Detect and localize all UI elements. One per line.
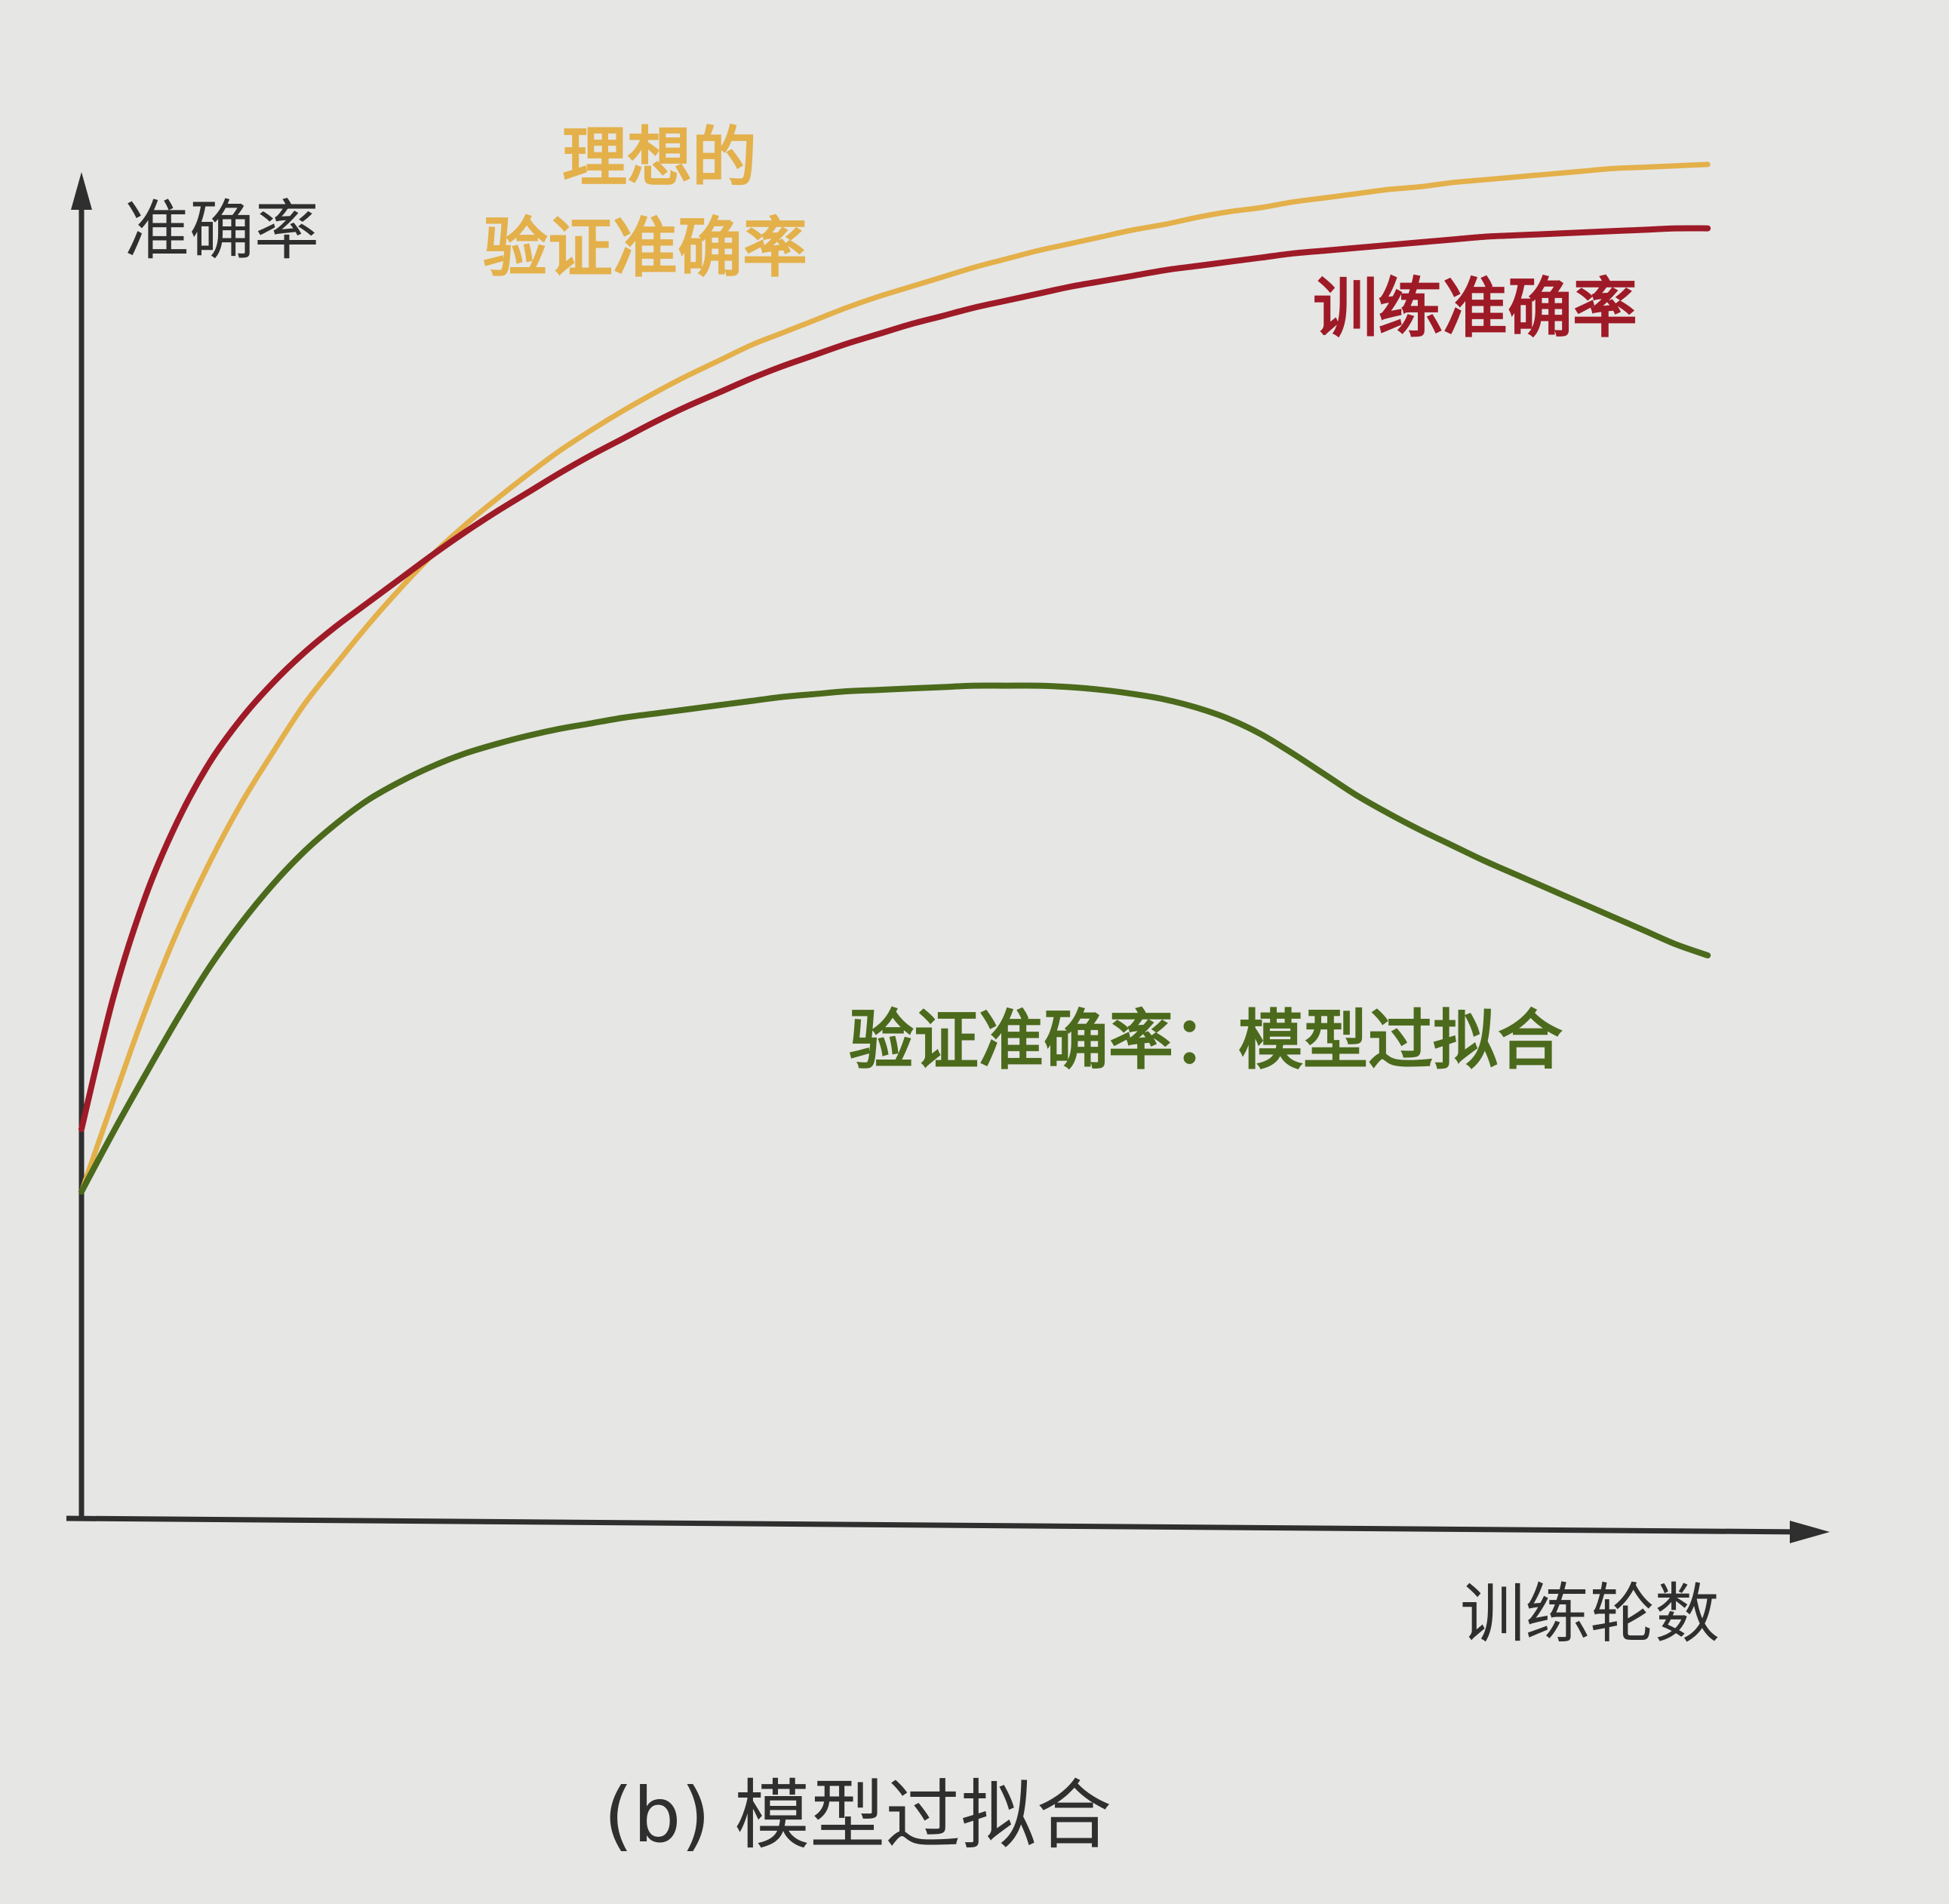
x-axis-label: 训练轮数 (1460, 1576, 1720, 1652)
series-line-overfit-validation (78, 682, 1711, 1195)
series-label-training: 训练准确率 (1313, 271, 1637, 346)
y-axis-label: 准确率 (125, 193, 319, 269)
figure-caption: (b) 模型过拟合 (604, 1771, 1111, 1859)
axes (66, 172, 1830, 1543)
series-label-overfit-validation: 验证准确率：模型过拟合 (849, 1003, 1563, 1078)
y-axis-arrow-icon (71, 172, 92, 210)
x-axis (66, 1515, 1804, 1535)
series-line-ideal-validation (78, 161, 1711, 1195)
series-layer (78, 161, 1711, 1195)
series-label-ideal-validation-line2: 验证准确率 (483, 211, 807, 286)
series-line-training (78, 225, 1711, 1133)
x-axis-arrow-icon (1790, 1521, 1830, 1543)
series-label-ideal-validation-line1: 理想的 (562, 120, 757, 195)
